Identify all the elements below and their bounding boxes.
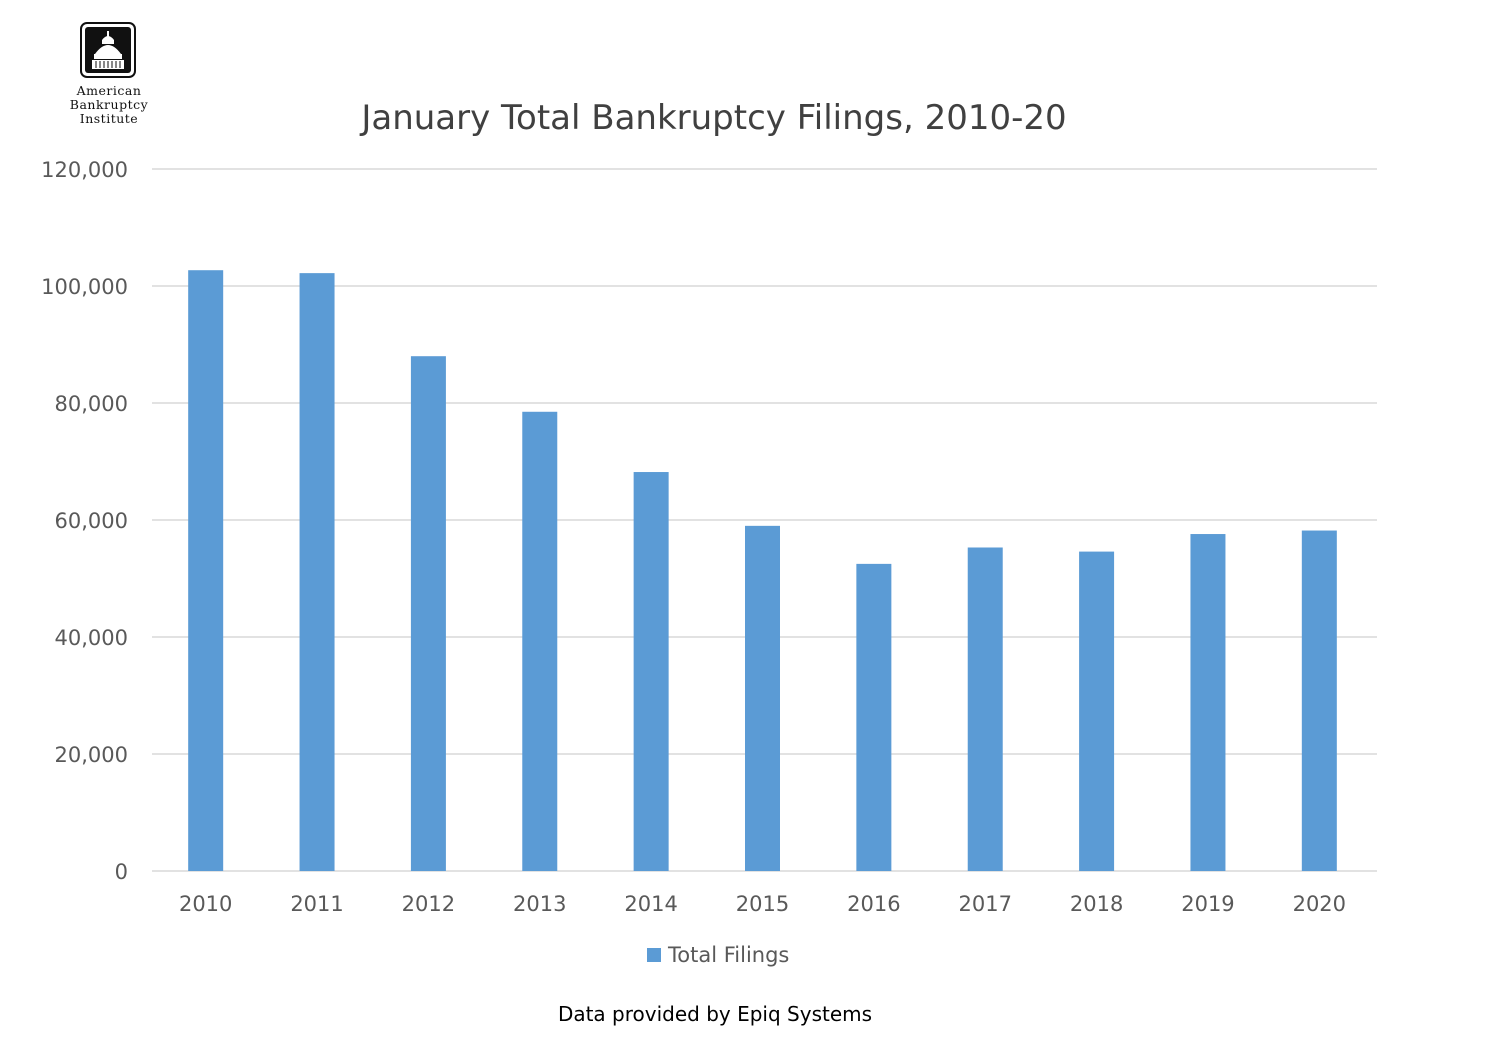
x-tick-label: 2020 (1293, 892, 1346, 916)
y-tick-label: 80,000 (55, 392, 128, 416)
source-note: Data provided by Epiq Systems (557, 1002, 873, 1026)
x-tick-label: 2016 (847, 892, 900, 916)
y-axis: 0 20,000 40,000 60,000 80,000 100,000 120,000 (41, 158, 128, 884)
bar-2014 (633, 472, 669, 871)
bar-2018 (1079, 551, 1115, 871)
bar-2010 (188, 270, 224, 872)
x-tick-label: 2014 (624, 892, 677, 916)
legend: Total Filings (647, 943, 789, 967)
bar-2016 (856, 563, 892, 871)
logo-text-line-3: Institute (79, 111, 139, 126)
x-tick-label: 2019 (1181, 892, 1234, 916)
logo-text-line-1: American (76, 83, 142, 98)
bar-2015 (745, 525, 780, 871)
x-tick-label: 2015 (736, 892, 789, 916)
bar-2017 (967, 547, 1003, 871)
x-tick-label: 2013 (513, 892, 566, 916)
bar-2012 (410, 356, 446, 871)
legend-label: Total Filings (667, 943, 789, 967)
chart-title: January Total Bankruptcy Filings, 2010-2… (359, 98, 1066, 138)
x-tick-label: 2017 (959, 892, 1012, 916)
y-tick-label: 40,000 (55, 626, 128, 650)
y-tick-label: 0 (115, 860, 128, 884)
x-tick-label: 2012 (402, 892, 455, 916)
x-tick-label: 2018 (1070, 892, 1123, 916)
x-axis: 2010 2011 2012 2013 2014 2015 2016 2017 2018 2019… (179, 892, 1346, 916)
bars (188, 270, 1337, 872)
x-tick-label: 2011 (290, 892, 343, 916)
bar-2019 (1190, 534, 1226, 871)
capitol-dome-icon (80, 22, 136, 78)
y-tick-label: 120,000 (41, 158, 128, 182)
y-tick-label: 60,000 (55, 509, 128, 533)
bar-2020 (1301, 530, 1337, 871)
y-tick-label: 100,000 (41, 275, 128, 299)
legend-swatch (647, 948, 661, 962)
logo-text-line-2: Bankruptcy (69, 97, 149, 112)
bar-2013 (522, 411, 558, 871)
y-tick-label: 20,000 (55, 743, 128, 767)
aba-logo: American Bankruptcy Institute (55, 22, 165, 132)
bar-2011 (299, 273, 335, 871)
x-tick-label: 2010 (179, 892, 232, 916)
